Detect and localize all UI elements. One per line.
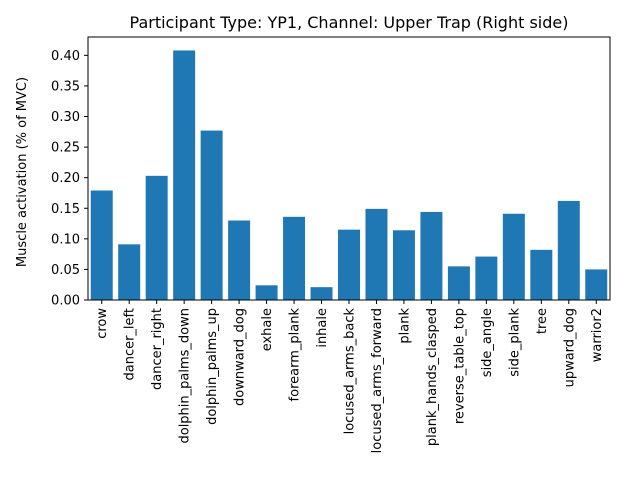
- bar-side_plank: [502, 213, 525, 300]
- bar-plank_hands_clasped: [420, 211, 443, 300]
- x-tick-label: upward_dog: [562, 308, 577, 387]
- y-tick-label: 0.00: [51, 294, 80, 309]
- bar-locused_arms_forward: [365, 208, 388, 300]
- x-tick-label: dolphin_palms_down: [178, 308, 193, 444]
- y-tick-label: 0.40: [51, 49, 80, 64]
- y-tick-label: 0.35: [51, 79, 80, 94]
- chart-title: Participant Type: YP1, Channel: Upper Tr…: [130, 13, 569, 32]
- y-tick-label: 0.20: [51, 171, 80, 186]
- y-tick-label: 0.15: [51, 202, 80, 217]
- bar-tree: [530, 249, 553, 300]
- bar-side_angle: [475, 256, 498, 300]
- y-tick-label: 0.10: [51, 232, 80, 247]
- bar-dolphin_palms_down: [173, 50, 196, 301]
- bar-plank: [392, 230, 415, 300]
- bar-exhale: [255, 285, 278, 300]
- x-tick-label: dolphin_palms_up: [205, 308, 220, 425]
- x-tick-label: dancer_right: [150, 308, 165, 390]
- y-tick-label: 0.30: [51, 110, 80, 125]
- y-tick-label: 0.05: [51, 263, 80, 278]
- x-tick-label: side_plank: [507, 308, 522, 377]
- bar-crow: [90, 190, 113, 300]
- x-tick-label: downward_dog: [233, 308, 248, 406]
- y-tick-label: 0.25: [51, 141, 80, 156]
- bar-upward_dog: [557, 200, 580, 300]
- bar-locused_arms_back: [338, 229, 360, 300]
- x-tick-label: forearm_plank: [288, 308, 303, 402]
- bar-dancer_right: [145, 175, 168, 300]
- x-tick-label: inhale: [315, 308, 330, 348]
- bars-layer: [90, 50, 608, 301]
- bar-downward_dog: [228, 220, 251, 300]
- x-tick-label: exhale: [260, 308, 275, 351]
- bar-warrior2: [585, 269, 608, 300]
- x-tick-label: locused_arms_back: [343, 308, 358, 435]
- x-tick-label: plank_hands_clasped: [425, 308, 440, 446]
- x-tick-label: crow: [95, 308, 110, 339]
- x-tick-label: tree: [535, 308, 550, 334]
- bar-inhale: [310, 287, 333, 300]
- bar-dolphin_palms_up: [200, 130, 223, 300]
- y-axis-ticks: 0.00 0.05 0.10 0.15 0.20 0.25 0.30 0.35 0.40: [51, 49, 88, 309]
- x-tick-label: warrior2: [590, 308, 605, 362]
- x-tick-label: dancer_left: [123, 308, 138, 381]
- x-tick-label: side_angle: [480, 308, 495, 377]
- x-axis-ticks: crow dancer_left dancer_right dolphin_palms…: [95, 300, 605, 453]
- bar-dancer_left: [118, 244, 141, 300]
- y-axis-label: Muscle activation (% of MVC): [15, 77, 30, 267]
- bar-reverse_table_top: [447, 266, 470, 300]
- x-tick-label: locused_arms_forward: [370, 308, 385, 453]
- bar-forearm_plank: [283, 216, 306, 300]
- x-tick-label: reverse_table_top: [452, 308, 467, 424]
- x-tick-label: plank: [397, 308, 412, 344]
